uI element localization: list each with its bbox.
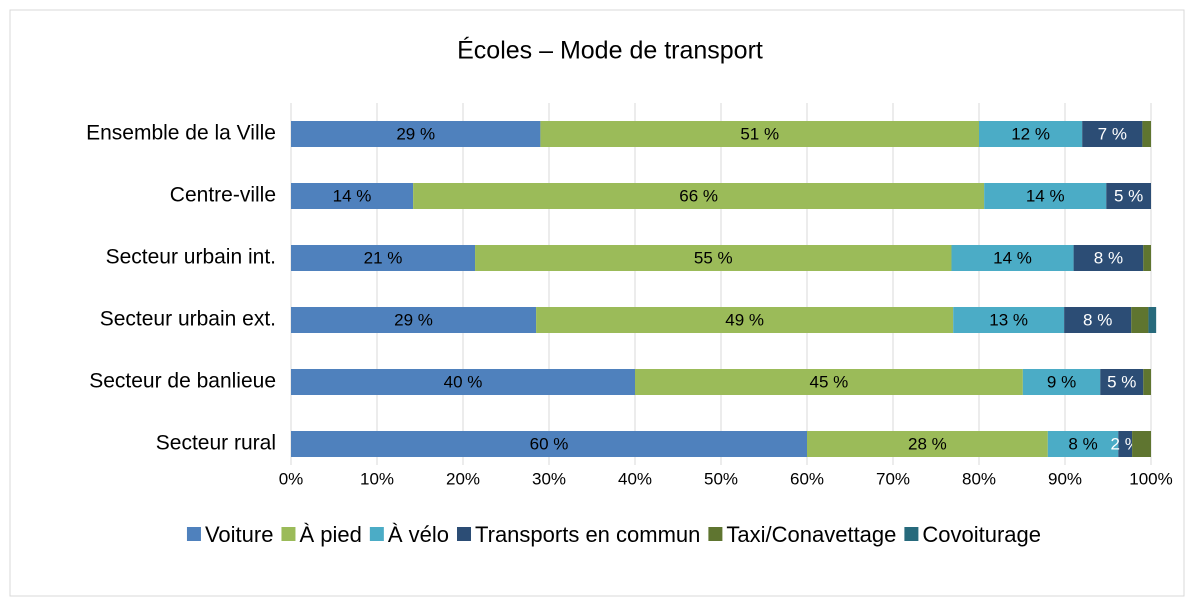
data-label: 13 % [989,310,1028,329]
data-label: 49 % [725,310,764,329]
legend-swatch [369,527,384,541]
bar-segment [953,307,1065,333]
legend-label: Taxi/Conavettage [726,522,896,547]
data-label: 29 % [394,310,433,329]
bar-segment [984,183,1107,209]
bar-segment [1022,369,1101,395]
bar-segment [291,183,414,209]
x-tick-label: 30% [532,469,566,488]
y-tick-label: Centre-ville [170,184,276,207]
bar-segment [1082,121,1143,147]
bar-segment [1148,307,1157,333]
x-tick-label: 10% [360,469,394,488]
data-label: 28 % [908,434,947,453]
data-label: 14 % [1026,186,1065,205]
bar-segment [291,431,807,457]
bar-segment [1073,245,1144,271]
bar-segment [635,369,1023,395]
bar-segment [291,245,476,271]
data-label: 45 % [810,372,849,391]
bar-segment [1064,307,1132,333]
legend-swatch [904,527,919,541]
bar-segment [291,307,537,333]
x-tick-label: 50% [704,469,738,488]
data-label: 66 % [679,186,718,205]
x-tick-label: 100% [1129,469,1172,488]
x-tick-label: 70% [876,469,910,488]
data-label: 12 % [1011,124,1050,143]
x-tick-label: 80% [962,469,996,488]
bar-segment [951,245,1074,271]
bar-segment [1100,369,1144,395]
chart-title: Écoles – Mode de transport [457,36,763,65]
y-tick-label: Secteur urbain int. [106,246,276,269]
bar-segment [540,121,979,147]
data-label: 21 % [364,248,403,267]
bar-segment [1143,245,1151,271]
legend-label: Covoiturage [922,522,1041,547]
x-tick-label: 0% [279,469,304,488]
data-label: 29 % [396,124,435,143]
data-label: 40 % [444,372,483,391]
data-label: 55 % [694,248,733,267]
bar-segment [1143,369,1151,395]
legend-label: Transports en commun [475,522,700,547]
data-label: 5 % [1107,372,1136,391]
data-label: 8 % [1083,310,1112,329]
legend-swatch [708,527,723,541]
bar-segment [536,307,954,333]
x-tick-label: 40% [618,469,652,488]
legend-swatch [457,527,472,541]
bar-segment [291,369,635,395]
legend-label: À pied [299,522,361,547]
bar-segment [1142,121,1151,147]
data-label: 8 % [1094,248,1123,267]
bar-segment [979,121,1083,147]
legend-label: À vélo [388,522,449,547]
legend-swatch [281,527,296,541]
chart-frame [9,9,1185,597]
legend-swatch [186,527,201,541]
y-tick-label: Secteur rural [156,432,276,455]
data-label: 9 % [1047,372,1076,391]
bar-segment [807,431,1048,457]
y-tick-label: Secteur urbain ext. [100,308,276,331]
bar-segment [1118,431,1133,457]
data-label: 14 % [333,186,372,205]
data-label: 51 % [740,124,779,143]
bar-segment [1132,431,1151,457]
bar-segment [1131,307,1149,333]
bar-segment [291,121,541,147]
bar-segment [413,183,985,209]
bar-segment [475,245,952,271]
x-tick-label: 90% [1048,469,1082,488]
data-label: 5 % [1114,186,1143,205]
y-tick-label: Secteur de banlieue [89,370,276,393]
data-label: 60 % [530,434,569,453]
x-tick-label: 60% [790,469,824,488]
data-label: 14 % [993,248,1032,267]
y-tick-label: Ensemble de la Ville [86,122,276,145]
data-label: 7 % [1098,124,1127,143]
bar-segment [1106,183,1151,209]
x-tick-label: 20% [446,469,480,488]
bar-segment [1047,431,1119,457]
data-label: 8 % [1068,434,1097,453]
legend-label: Voiture [205,522,274,547]
